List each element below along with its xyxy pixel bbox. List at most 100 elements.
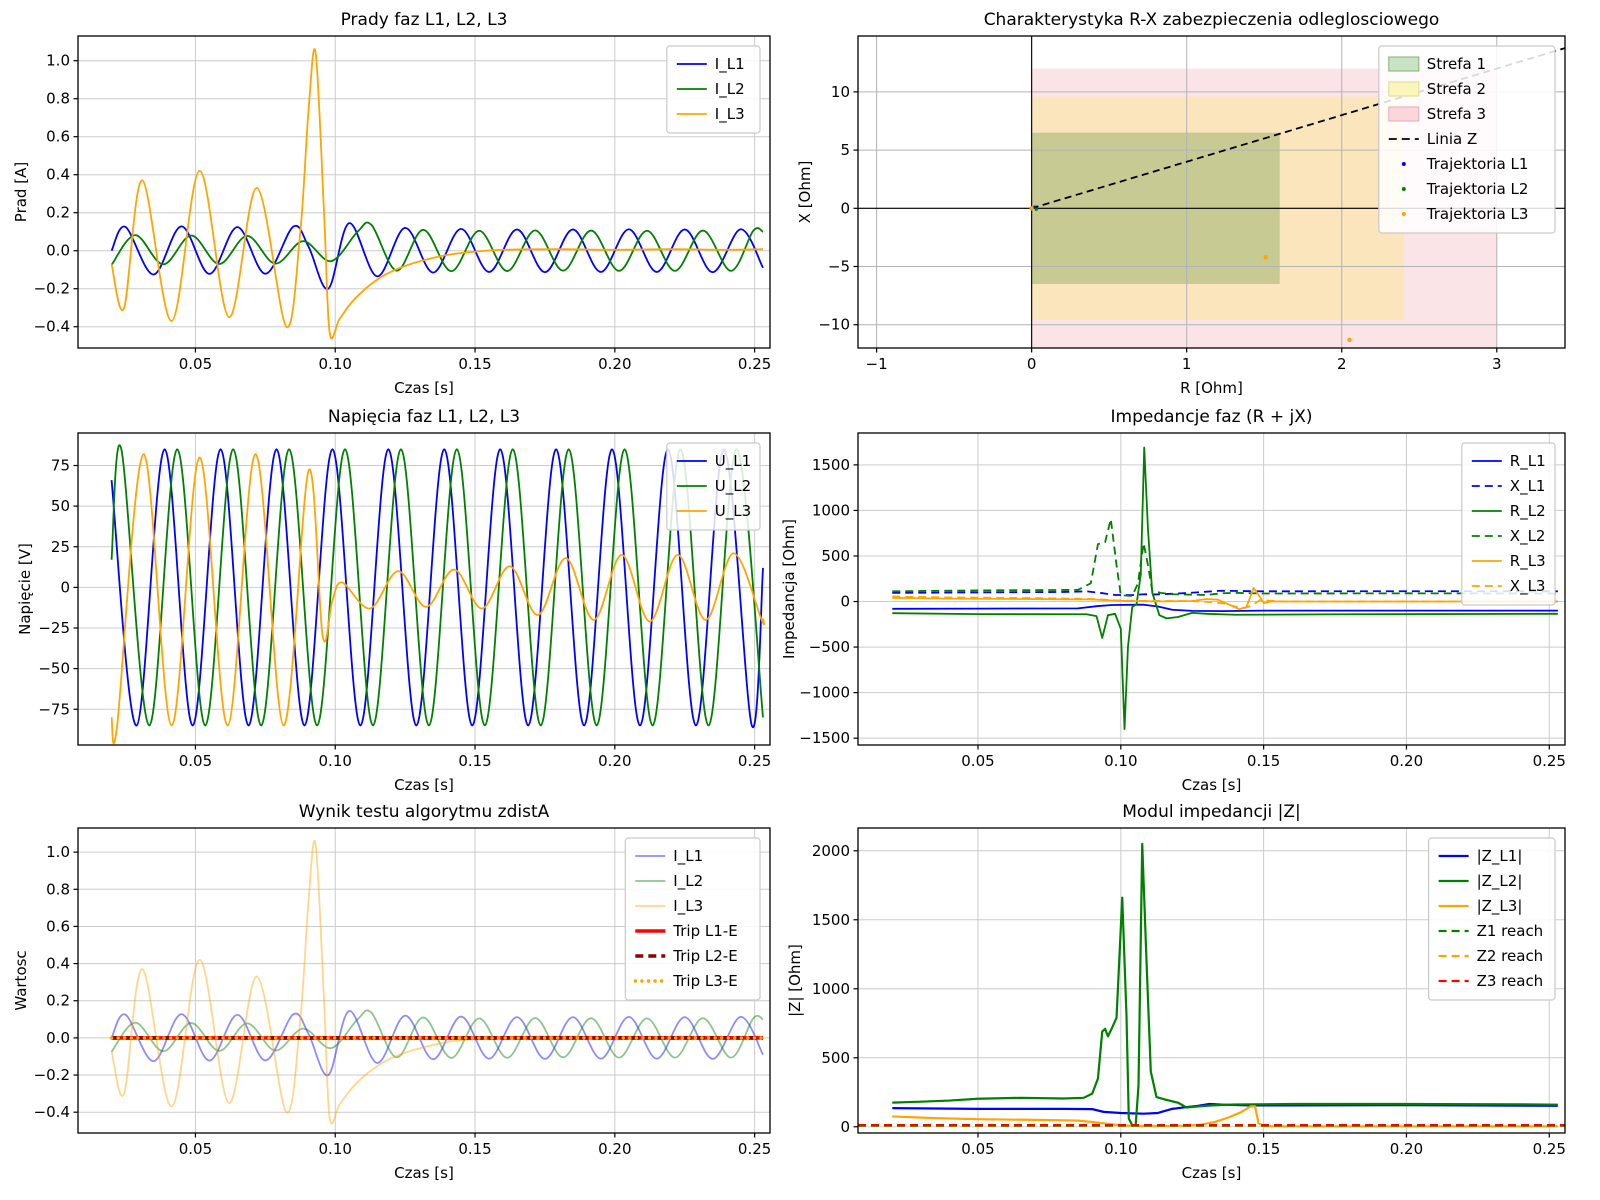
y-tick-label: −0.2 bbox=[34, 1066, 70, 1084]
tick-labels: 0.05 0.10 0.15 0.20 0.25 0 500 1000 1500 2000 bbox=[812, 842, 1566, 1158]
tick-labels: 0.05 0.10 0.15 0.20 0.25 −0.4 −0.2 0.0 0.2 0.4 0.6… bbox=[34, 52, 772, 373]
x-tick-label: 0.05 bbox=[961, 1140, 994, 1158]
y-tick-label: −50 bbox=[38, 660, 70, 678]
legend-swatch-patch bbox=[1388, 56, 1420, 72]
y-tick-label: 75 bbox=[51, 457, 70, 475]
axes-spines bbox=[857, 35, 1566, 349]
x-tick-label: 0.15 bbox=[458, 355, 491, 373]
y-tick-label: −1000 bbox=[799, 684, 850, 702]
x-tick-label: 0.15 bbox=[458, 752, 491, 770]
legend-label: I_L2 bbox=[715, 80, 745, 99]
series-U_L1 bbox=[110, 448, 764, 729]
series-U_L2 bbox=[110, 444, 764, 727]
y-tick-label: 0.0 bbox=[46, 242, 70, 260]
axes-spines bbox=[77, 827, 771, 1134]
legend-label: Trajektoria L2 bbox=[1426, 180, 1529, 198]
y-tick-label: 0 bbox=[60, 578, 70, 596]
x-tick-label: 1 bbox=[1182, 355, 1192, 373]
y-tick-label: 0.2 bbox=[46, 204, 70, 222]
legend-label: I_L3 bbox=[715, 105, 745, 124]
x-axis-label: Czas [s] bbox=[1182, 1164, 1242, 1182]
y-tick-label: −75 bbox=[38, 700, 70, 718]
legend-label: X_L2 bbox=[1510, 527, 1546, 546]
y-tick-label: −1500 bbox=[799, 729, 850, 747]
series-X_L2 bbox=[892, 518, 1558, 597]
x-tick-label: 0.25 bbox=[738, 1140, 771, 1158]
panel-voltages: 0.05 0.10 0.15 0.20 0.25 −75 −50 −25 0 25 50 75 Napi… bbox=[16, 407, 771, 794]
panel-currents: 0.05 0.10 0.15 0.20 0.25 −0.4 −0.2 0.0 0.2 0.4 0.6… bbox=[12, 10, 771, 397]
x-tick-label: 0.15 bbox=[1247, 752, 1280, 770]
x-tick-label: 0 bbox=[1027, 355, 1037, 373]
y-tick-label: 2000 bbox=[812, 842, 850, 860]
grid-lines bbox=[78, 433, 770, 745]
legend-label: Strefa 2 bbox=[1427, 80, 1486, 98]
y-tick-label: 0.8 bbox=[46, 90, 70, 108]
series-U_L3 bbox=[110, 453, 766, 745]
series-I_L1 bbox=[110, 222, 764, 290]
series-|Z_L3| bbox=[892, 1105, 1558, 1128]
legend-label: R_L2 bbox=[1510, 502, 1546, 521]
trajectory-points bbox=[1029, 205, 1352, 343]
y-axis-label: X [Ohm] bbox=[796, 161, 814, 224]
tick-labels: 0.05 0.10 0.15 0.20 0.25 −75 −50 −25 0 25 50 75 bbox=[38, 457, 771, 771]
point-trajektoria-l3 bbox=[1029, 206, 1034, 211]
x-axis-label: Czas [s] bbox=[394, 1164, 454, 1182]
legend-label: Z1 reach bbox=[1477, 922, 1544, 940]
x-tick-label: 0.20 bbox=[1390, 752, 1423, 770]
legend: I_L1 I_L2 I_L3 Trip L1-E Trip L2-E Trip L3-E bbox=[624, 837, 761, 1001]
x-tick-label: −1 bbox=[866, 355, 888, 373]
y-tick-label: 5 bbox=[840, 141, 850, 159]
y-tick-label: 0.6 bbox=[46, 917, 70, 935]
axes-spines bbox=[77, 35, 771, 349]
y-tick-label: 0.4 bbox=[46, 955, 70, 973]
y-axis-label: Wartosc bbox=[12, 950, 30, 1010]
legend-label: U_L3 bbox=[715, 502, 751, 521]
y-tick-label: 0 bbox=[840, 199, 850, 217]
x-tick-label: 0.05 bbox=[179, 355, 212, 373]
x-tick-label: 0.10 bbox=[1104, 1140, 1137, 1158]
series-R_L2 bbox=[892, 446, 1558, 730]
legend-label: Trip L2-E bbox=[672, 947, 737, 965]
legend-swatch-marker bbox=[1401, 187, 1406, 191]
legend-swatch-patch bbox=[1388, 81, 1420, 97]
legend-label: U_L2 bbox=[715, 477, 751, 496]
x-tick-label: 0.20 bbox=[598, 355, 631, 373]
axes-spines bbox=[857, 827, 1566, 1134]
y-tick-label: 0 bbox=[840, 593, 850, 611]
legend-label: I_L3 bbox=[673, 897, 703, 916]
y-tick-label: 500 bbox=[821, 1049, 850, 1067]
legend: R_L1 X_L1 R_L2 X_L2 R_L3 X_L3 bbox=[1461, 442, 1556, 606]
x-tick-label: 0.25 bbox=[738, 752, 771, 770]
y-tick-label: 1000 bbox=[812, 980, 850, 998]
legend: I_L1 I_L2 I_L3 bbox=[666, 45, 761, 134]
series-I_L2 bbox=[110, 221, 764, 273]
legend-label: Z3 reach bbox=[1477, 972, 1544, 990]
panel-title: Modul impedancji |Z| bbox=[1122, 802, 1301, 822]
y-tick-label: 0 bbox=[840, 1118, 850, 1136]
x-tick-label: 0.25 bbox=[738, 355, 771, 373]
x-axis-label: Czas [s] bbox=[394, 776, 454, 794]
legend-label: R_L1 bbox=[1510, 452, 1546, 471]
series-I_L3 bbox=[110, 48, 764, 340]
x-tick-label: 0.10 bbox=[319, 355, 352, 373]
series-|Z_L2| bbox=[892, 842, 1558, 1127]
y-tick-label: 500 bbox=[821, 547, 850, 565]
legend-label: Trajektoria L1 bbox=[1426, 155, 1529, 173]
legend-label: Strefa 1 bbox=[1427, 55, 1486, 73]
panel-title: Impedancje faz (R + jX) bbox=[1111, 407, 1313, 427]
x-tick-label: 0.20 bbox=[598, 752, 631, 770]
x-tick-label: 0.20 bbox=[1390, 1140, 1423, 1158]
legend-swatch-patch bbox=[1388, 106, 1420, 122]
y-tick-label: 1500 bbox=[812, 456, 850, 474]
panel-title: Wynik testu algorytmu zdistA bbox=[299, 802, 550, 822]
legend: U_L1 U_L2 U_L3 bbox=[666, 442, 761, 531]
legend-label: I_L2 bbox=[673, 872, 703, 891]
axes-spines bbox=[77, 432, 771, 746]
grid-lines bbox=[858, 433, 1565, 745]
x-tick-label: 0.10 bbox=[1104, 752, 1137, 770]
y-axis-label: |Z| [Ohm] bbox=[786, 944, 804, 1017]
y-tick-label: 0.0 bbox=[46, 1029, 70, 1047]
legend-label: I_L1 bbox=[715, 55, 745, 74]
